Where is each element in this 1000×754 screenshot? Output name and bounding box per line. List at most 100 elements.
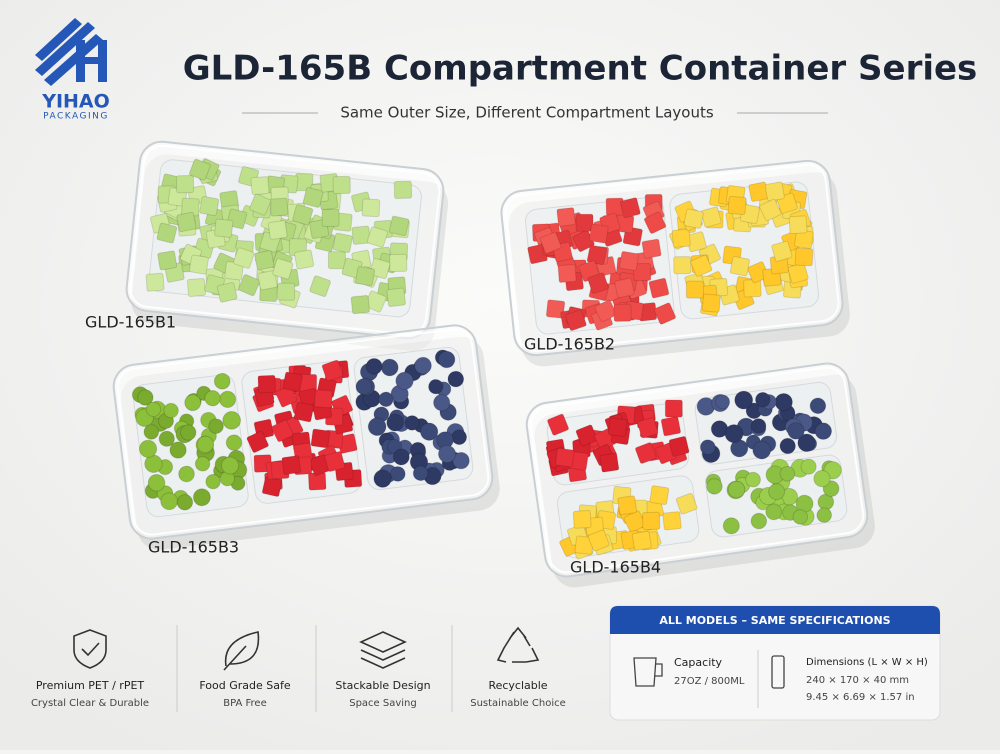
fruit xyxy=(637,417,659,439)
fruit xyxy=(437,444,457,464)
fruit xyxy=(225,434,243,451)
fruit xyxy=(214,218,234,238)
fruit xyxy=(779,437,796,455)
fruit xyxy=(701,293,721,313)
fruit xyxy=(660,416,682,437)
products xyxy=(112,140,875,588)
spec-value: 240 × 170 × 40 mm xyxy=(806,675,909,686)
fruit xyxy=(447,370,465,388)
fruit xyxy=(321,359,344,382)
fruit xyxy=(175,175,195,194)
title: GLD-165B Compartment Container Series xyxy=(183,49,978,89)
fruit xyxy=(176,211,197,233)
fruit xyxy=(765,503,783,521)
fruit xyxy=(545,299,566,319)
fruit xyxy=(373,469,392,488)
fruit xyxy=(797,433,816,453)
fruit xyxy=(199,195,220,217)
fruit xyxy=(788,215,808,235)
fruit xyxy=(321,208,340,227)
fruit xyxy=(764,181,785,202)
fruit xyxy=(653,302,677,325)
fruit xyxy=(213,372,231,390)
fruit xyxy=(700,206,722,228)
fruit xyxy=(743,278,762,298)
feature-title: Recyclable xyxy=(488,679,547,692)
fruit xyxy=(414,356,432,375)
fruit xyxy=(662,511,682,531)
fruit xyxy=(800,458,817,475)
fruit xyxy=(575,213,594,232)
fruit xyxy=(261,476,283,497)
fruit xyxy=(641,238,662,259)
fruit xyxy=(249,193,272,216)
fruit xyxy=(275,385,298,408)
recycle-icon xyxy=(496,626,540,663)
fruit xyxy=(746,261,770,284)
fruit xyxy=(392,448,410,466)
fruit xyxy=(272,258,294,280)
fruit xyxy=(393,180,413,200)
fruit xyxy=(556,207,576,227)
fruit xyxy=(706,478,723,495)
fruit xyxy=(302,187,324,208)
fruit xyxy=(745,471,761,488)
stack-icon xyxy=(359,631,407,669)
fruit xyxy=(643,211,667,234)
fruit xyxy=(795,494,814,513)
fruit xyxy=(147,473,166,492)
fruit xyxy=(205,473,221,490)
feature-title: Premium PET / rPET xyxy=(36,679,145,692)
fruit xyxy=(221,456,240,475)
fruit xyxy=(332,232,353,253)
fruit xyxy=(350,294,370,315)
fruit xyxy=(699,439,716,456)
fruit xyxy=(617,495,638,516)
fruit xyxy=(176,494,194,511)
fruit xyxy=(539,231,562,254)
fruit xyxy=(186,277,206,297)
feature-subtitle: BPA Free xyxy=(223,698,267,709)
fruit xyxy=(158,430,175,447)
product-label: GLD-165B2 xyxy=(524,335,615,354)
leaf-icon xyxy=(223,631,260,671)
fruit xyxy=(355,378,373,396)
fruit xyxy=(271,419,294,443)
fruit xyxy=(204,390,221,407)
fruit xyxy=(623,510,646,533)
fruit xyxy=(395,371,414,391)
fruit xyxy=(715,394,731,410)
fruit xyxy=(690,254,713,277)
container-gloss xyxy=(116,328,490,536)
fruit xyxy=(649,485,670,506)
fruit xyxy=(631,530,652,551)
fruit xyxy=(433,393,451,412)
fruit xyxy=(327,251,346,270)
fruit xyxy=(727,195,747,215)
fruit xyxy=(267,220,288,240)
fruit xyxy=(755,391,771,408)
fruit xyxy=(437,350,456,369)
fruit xyxy=(257,270,278,291)
fruit xyxy=(145,272,165,292)
fruit xyxy=(178,465,195,483)
spec-header-band xyxy=(610,606,940,634)
fruit xyxy=(250,176,270,196)
fruit xyxy=(619,251,640,271)
container xyxy=(525,362,875,588)
fruit xyxy=(208,418,224,434)
fruit xyxy=(613,303,632,322)
fruit xyxy=(138,439,158,458)
product-label: GLD-165B4 xyxy=(570,558,661,577)
feature-title: Stackable Design xyxy=(335,679,430,692)
fruit xyxy=(619,197,641,219)
fruit xyxy=(309,275,331,297)
fruit xyxy=(293,401,315,423)
fruit xyxy=(156,222,178,244)
product-label: GLD-165B3 xyxy=(148,538,239,557)
cup-icon xyxy=(633,657,663,687)
fruit xyxy=(555,447,575,468)
fruit xyxy=(361,198,381,218)
fruit xyxy=(366,226,389,248)
